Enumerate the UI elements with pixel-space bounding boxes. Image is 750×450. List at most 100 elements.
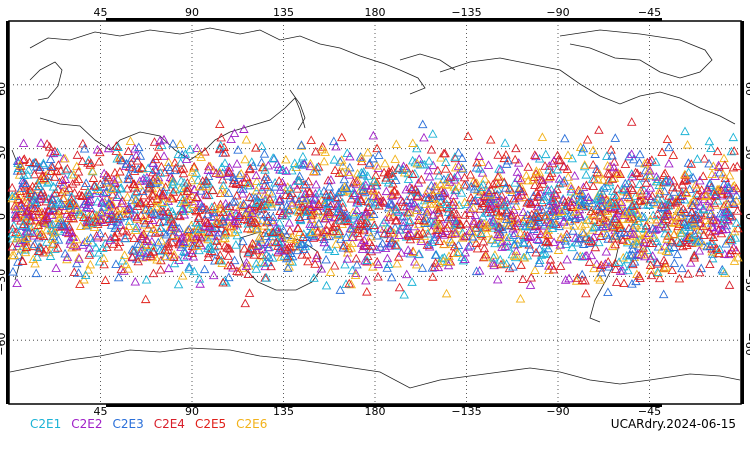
observation-triangle-icon bbox=[559, 175, 569, 185]
observation-triangle-icon bbox=[7, 224, 18, 233]
observation-triangle-icon bbox=[106, 184, 117, 193]
observation-triangle-icon bbox=[99, 253, 109, 263]
observation-triangle-icon bbox=[147, 236, 157, 246]
observation-triangle-icon bbox=[157, 246, 168, 255]
observation-triangle-icon bbox=[573, 233, 584, 243]
observation-triangle-icon bbox=[297, 202, 308, 211]
observation-triangle-icon bbox=[254, 240, 264, 249]
observation-triangle-icon bbox=[493, 172, 503, 181]
observation-triangle-icon bbox=[372, 160, 382, 170]
observation-triangle-icon bbox=[218, 216, 229, 226]
observation-triangle-icon bbox=[501, 150, 511, 159]
observation-triangle-icon bbox=[216, 223, 226, 233]
observation-triangle-icon bbox=[596, 207, 607, 216]
observation-triangle-icon bbox=[220, 158, 230, 167]
observation-triangle-icon bbox=[675, 238, 685, 247]
observation-triangle-icon bbox=[676, 206, 687, 216]
observation-triangle-icon bbox=[607, 150, 617, 160]
observation-triangle-icon bbox=[544, 206, 555, 215]
observation-triangle-icon bbox=[274, 224, 284, 233]
observation-triangle-icon bbox=[262, 216, 272, 225]
observation-triangle-icon bbox=[163, 162, 174, 171]
observation-triangle-icon bbox=[702, 183, 713, 193]
observation-triangle-icon bbox=[7, 250, 17, 260]
observation-triangle-icon bbox=[423, 165, 434, 175]
observation-triangle-icon bbox=[523, 175, 533, 185]
observation-triangle-icon bbox=[251, 264, 262, 273]
observation-triangle-icon bbox=[363, 251, 373, 260]
observation-triangle-icon bbox=[95, 147, 105, 157]
observation-triangle-icon bbox=[534, 212, 544, 221]
observation-triangle-icon bbox=[281, 230, 292, 240]
observation-triangle-icon bbox=[359, 225, 369, 235]
observation-triangle-icon bbox=[242, 172, 252, 182]
observation-triangle-icon bbox=[31, 268, 41, 278]
observation-triangle-icon bbox=[73, 174, 84, 184]
observation-triangle-icon bbox=[196, 152, 206, 161]
observation-triangle-icon bbox=[52, 243, 63, 252]
observation-triangle-icon bbox=[398, 161, 409, 171]
observation-triangle-icon bbox=[396, 248, 407, 257]
observation-triangle-icon bbox=[507, 210, 518, 219]
observation-triangle-icon bbox=[339, 174, 350, 184]
observation-triangle-icon bbox=[174, 223, 184, 233]
observation-triangle-icon bbox=[113, 241, 124, 251]
observation-triangle-icon bbox=[298, 151, 308, 161]
observation-triangle-icon bbox=[36, 174, 46, 184]
observation-triangle-icon bbox=[655, 185, 665, 195]
observation-triangle-icon bbox=[297, 159, 307, 169]
observation-triangle-icon bbox=[390, 240, 401, 249]
observation-triangle-icon bbox=[555, 240, 566, 249]
observation-triangle-icon bbox=[500, 138, 510, 147]
observation-triangle-icon bbox=[287, 197, 297, 207]
observation-triangle-icon bbox=[274, 196, 285, 205]
observation-triangle-icon bbox=[309, 194, 320, 203]
observation-triangle-icon bbox=[62, 163, 73, 173]
observation-triangle-icon bbox=[38, 158, 49, 168]
observation-triangle-icon bbox=[130, 276, 141, 286]
observation-triangle-icon bbox=[18, 155, 29, 164]
observation-triangle-icon bbox=[384, 166, 394, 176]
observation-triangle-icon bbox=[627, 201, 638, 210]
observation-triangle-icon bbox=[237, 263, 247, 272]
observation-triangle-icon bbox=[264, 252, 274, 261]
observation-triangle-icon bbox=[511, 143, 521, 153]
observation-triangle-icon bbox=[202, 209, 213, 219]
observation-triangle-icon bbox=[298, 232, 308, 241]
observation-triangle-icon bbox=[726, 146, 737, 156]
observation-triangle-icon bbox=[203, 218, 213, 227]
observation-triangle-icon bbox=[361, 176, 372, 186]
observation-triangle-icon bbox=[720, 207, 731, 216]
observation-triangle-icon bbox=[161, 229, 172, 239]
observation-triangle-icon bbox=[202, 204, 212, 214]
observation-triangle-icon bbox=[478, 236, 489, 246]
observation-triangle-icon bbox=[677, 263, 687, 273]
observation-triangle-icon bbox=[628, 229, 639, 238]
observation-triangle-icon bbox=[246, 215, 257, 225]
observation-triangle-icon bbox=[423, 193, 434, 203]
observation-triangle-icon bbox=[319, 237, 329, 247]
observation-triangle-icon bbox=[300, 195, 311, 204]
observation-triangle-icon bbox=[618, 265, 628, 275]
observation-triangle-icon bbox=[673, 221, 683, 231]
observation-triangle-icon bbox=[428, 160, 438, 170]
observation-triangle-icon bbox=[705, 209, 716, 218]
observation-triangle-icon bbox=[152, 195, 162, 205]
observation-triangle-icon bbox=[356, 153, 367, 162]
observation-triangle-icon bbox=[337, 197, 348, 207]
observation-triangle-icon bbox=[382, 263, 392, 272]
observation-triangle-icon bbox=[168, 187, 179, 196]
observation-triangle-icon bbox=[89, 180, 99, 190]
observation-triangle-icon bbox=[424, 156, 434, 165]
observation-triangle-icon bbox=[661, 221, 671, 231]
observation-triangle-icon bbox=[14, 190, 24, 199]
observation-triangle-icon bbox=[200, 221, 210, 230]
observation-triangle-icon bbox=[628, 259, 638, 269]
observation-triangle-icon bbox=[694, 245, 705, 255]
observation-triangle-icon bbox=[584, 195, 594, 204]
observation-triangle-icon bbox=[162, 202, 173, 211]
observation-triangle-icon bbox=[488, 218, 498, 228]
observation-triangle-icon bbox=[476, 228, 486, 237]
top-lon-label: −135 bbox=[451, 6, 481, 19]
observation-triangle-icon bbox=[345, 223, 356, 233]
